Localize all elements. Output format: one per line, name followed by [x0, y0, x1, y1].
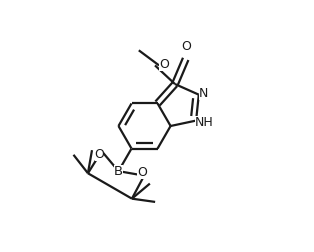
Text: O: O [159, 58, 169, 71]
Text: NH: NH [195, 116, 214, 129]
Text: O: O [137, 166, 147, 179]
Text: O: O [181, 40, 191, 53]
Text: B: B [114, 165, 123, 178]
Text: N: N [199, 87, 208, 100]
Text: O: O [95, 148, 105, 161]
